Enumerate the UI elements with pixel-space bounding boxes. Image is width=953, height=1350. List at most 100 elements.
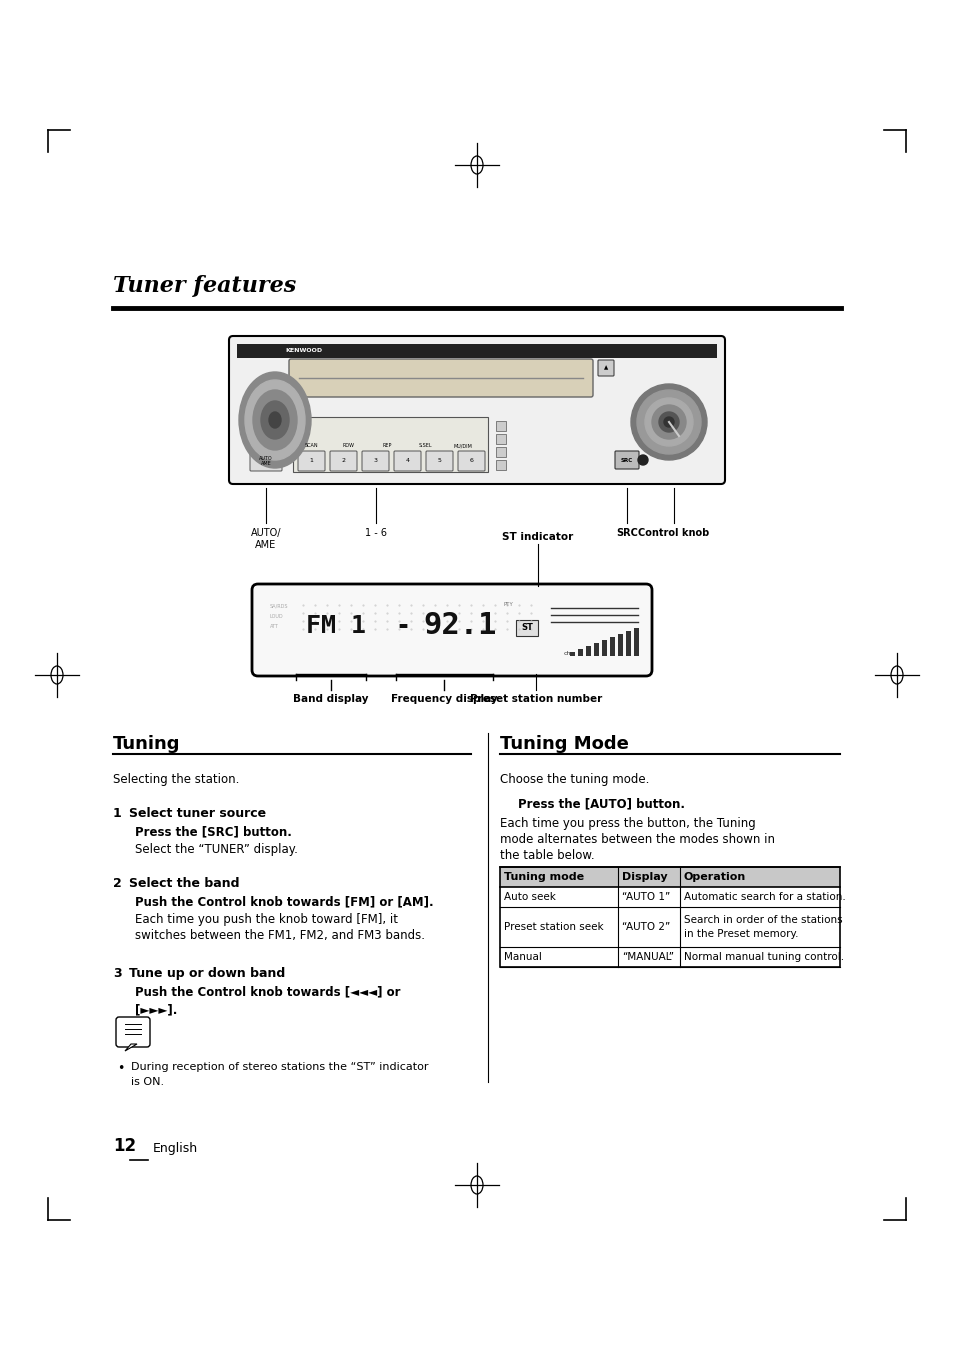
FancyBboxPatch shape [297,451,325,471]
Circle shape [638,455,647,464]
Text: Tuning Mode: Tuning Mode [499,734,628,753]
Text: FM 1  -: FM 1 - [306,614,411,639]
Text: 3: 3 [374,459,377,463]
Text: Tuner features: Tuner features [112,275,296,297]
Text: AUTO/
AME: AUTO/ AME [251,528,281,549]
Bar [496,421,505,431]
Text: Select the band: Select the band [129,878,239,890]
Bar [625,630,630,656]
Text: 5: 5 [437,459,441,463]
Circle shape [637,390,700,454]
FancyBboxPatch shape [457,451,484,471]
Text: AUTO
AME: AUTO AME [259,455,273,466]
Text: 1 - 6: 1 - 6 [365,528,387,539]
Text: “AUTO 1”: “AUTO 1” [621,892,670,902]
Text: •: • [117,1062,124,1075]
Text: Tuning mode: Tuning mode [503,872,583,882]
Circle shape [630,383,706,460]
Bar [609,637,615,656]
Text: Manual: Manual [503,952,541,963]
Text: Push the Control knob towards [FM] or [AM].: Push the Control knob towards [FM] or [A… [135,895,434,909]
Text: Auto seek: Auto seek [503,892,556,902]
Text: Frequency display: Frequency display [391,694,497,703]
Text: 4: 4 [405,459,409,463]
Text: KENWOOD: KENWOOD [285,347,322,352]
Text: Control knob: Control knob [638,528,709,539]
Text: ATT: ATT [270,624,278,629]
Bar [499,867,840,887]
Text: Each time you press the button, the Tuning: Each time you press the button, the Tuni… [499,817,755,830]
Text: SRC: SRC [616,528,638,539]
Bar [578,649,582,656]
Circle shape [663,417,673,427]
Bar [496,433,505,444]
Text: SRC: SRC [620,458,633,463]
Bar [618,634,622,656]
Text: Choose the tuning mode.: Choose the tuning mode. [499,774,649,786]
Bar [496,460,505,470]
Bar [499,867,840,967]
Bar [585,647,590,656]
Bar [293,417,488,472]
Text: Tuning: Tuning [112,734,180,753]
FancyBboxPatch shape [252,585,651,676]
Text: Operation: Operation [683,872,745,882]
Text: Display: Display [621,872,667,882]
Text: the table below.: the table below. [499,849,594,863]
Ellipse shape [239,373,311,468]
Text: 2: 2 [341,459,345,463]
Text: ST indicator: ST indicator [502,532,573,541]
Text: mode alternates between the modes shown in: mode alternates between the modes shown … [499,833,774,846]
Text: Press the [SRC] button.: Press the [SRC] button. [135,825,292,838]
Text: REP: REP [382,443,392,448]
Bar [516,620,537,636]
Text: LOUD: LOUD [270,614,283,620]
FancyBboxPatch shape [330,451,356,471]
Bar [236,344,717,358]
Text: SCAN: SCAN [304,443,317,448]
Text: Automatic search for a station.: Automatic search for a station. [683,892,845,902]
FancyBboxPatch shape [250,451,282,471]
Circle shape [659,412,679,432]
Polygon shape [125,1044,137,1052]
Text: Select the “TUNER” display.: Select the “TUNER” display. [135,842,297,856]
Text: Normal manual tuning control.: Normal manual tuning control. [683,952,843,963]
Text: is ON.: is ON. [131,1077,164,1087]
Bar [569,652,575,656]
Text: ROW: ROW [343,443,355,448]
Text: [►►►].: [►►►]. [135,1003,177,1017]
FancyBboxPatch shape [229,336,724,485]
Text: 1: 1 [309,459,314,463]
FancyBboxPatch shape [394,451,420,471]
Text: 1: 1 [112,807,122,819]
Text: PTY: PTY [503,602,514,608]
FancyBboxPatch shape [426,451,453,471]
Text: 92.1: 92.1 [422,612,496,640]
Text: switches between the FM1, FM2, and FM3 bands.: switches between the FM1, FM2, and FM3 b… [135,929,424,942]
Text: “MANUAL”: “MANUAL” [621,952,673,963]
Text: Band display: Band display [293,694,369,703]
Text: During reception of stereo stations the “ST” indicator: During reception of stereo stations the … [131,1062,428,1072]
Bar [594,643,598,656]
Bar [496,447,505,458]
Text: Each time you push the knob toward [FM], it: Each time you push the knob toward [FM],… [135,913,397,926]
Ellipse shape [269,412,281,428]
Text: English: English [152,1142,198,1156]
Text: Push the Control knob towards [◄◄◄] or: Push the Control knob towards [◄◄◄] or [135,986,400,998]
Ellipse shape [261,401,289,439]
Circle shape [644,398,692,446]
FancyBboxPatch shape [361,451,389,471]
Circle shape [651,405,685,439]
Text: “AUTO 2”: “AUTO 2” [621,922,670,931]
Text: SA/RDS: SA/RDS [270,603,288,609]
Bar [601,640,606,656]
Text: ST: ST [520,624,533,633]
Text: 3: 3 [112,967,121,980]
Ellipse shape [253,390,296,450]
FancyBboxPatch shape [116,1017,150,1048]
FancyBboxPatch shape [615,451,639,468]
Text: Search in order of the stations: Search in order of the stations [683,915,841,925]
Text: Tune up or down band: Tune up or down band [129,967,285,980]
Text: in the Preset memory.: in the Preset memory. [683,929,798,940]
Text: 6: 6 [469,459,473,463]
